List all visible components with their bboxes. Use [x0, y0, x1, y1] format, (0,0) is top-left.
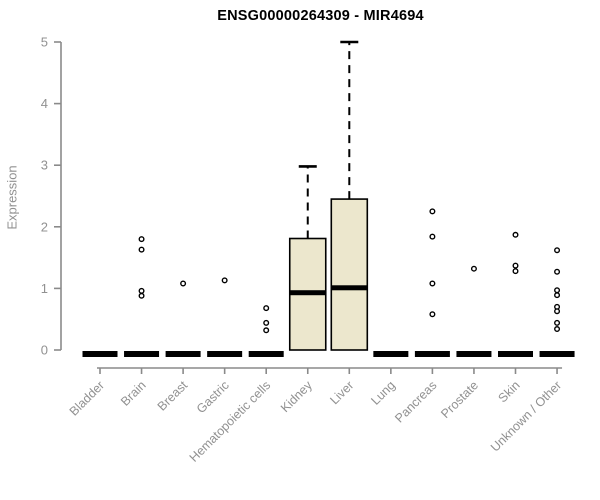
collapsed-box-brain: [124, 351, 160, 357]
outlier-point-hematopoietic-cells: [263, 305, 270, 312]
outlier-point-prostate: [470, 265, 477, 272]
x-tick-label: Prostate: [438, 378, 481, 421]
outlier-point-brain: [138, 236, 145, 243]
outlier-point-skin: [512, 231, 519, 238]
collapsed-box-gastric: [207, 351, 243, 357]
x-tick-label: Pancreas: [392, 378, 439, 425]
outlier-point-hematopoietic-cells: [263, 327, 270, 334]
collapsed-box-pancreas: [414, 351, 450, 357]
outlier-point-skin: [512, 268, 519, 275]
y-tick-label: 3: [41, 158, 48, 173]
x-tick-label: Lung: [368, 378, 398, 408]
outlier-point-pancreas: [429, 280, 436, 287]
collapsed-box-prostate: [456, 351, 492, 357]
collapsed-box-unknown-other: [539, 351, 575, 357]
y-tick-label: 4: [41, 96, 48, 111]
x-tick-label: Kidney: [278, 378, 315, 415]
outlier-point-unknown-other: [554, 319, 561, 326]
outlier-point-breast: [180, 280, 187, 287]
outlier-point-brain: [138, 287, 145, 294]
outlier-point-unknown-other: [554, 247, 561, 254]
outlier-point-brain: [138, 246, 145, 253]
outlier-point-unknown-other: [554, 292, 561, 299]
y-tick-label: 5: [41, 35, 48, 50]
outlier-point-unknown-other: [554, 308, 561, 315]
x-tick-label: Unknown / Other: [488, 378, 564, 454]
outlier-point-pancreas: [429, 208, 436, 215]
median-kidney: [289, 290, 326, 296]
collapsed-box-bladder: [82, 351, 118, 357]
y-tick-label: 2: [41, 219, 48, 234]
outlier-point-hematopoietic-cells: [263, 319, 270, 326]
chart-title: ENSG00000264309 - MIR4694: [217, 8, 424, 24]
x-tick-label: Brain: [118, 378, 149, 409]
box-liver: [330, 198, 369, 351]
median-liver: [331, 285, 368, 291]
collapsed-box-skin: [498, 351, 533, 357]
x-tick-label: Skin: [496, 378, 523, 405]
x-tick-label: Gastric: [194, 378, 232, 416]
outlier-point-brain: [138, 292, 145, 299]
outlier-point-unknown-other: [554, 287, 561, 294]
outlier-point-pancreas: [429, 311, 436, 318]
outlier-point-unknown-other: [554, 268, 561, 275]
y-tick-label: 1: [41, 281, 48, 296]
x-tick-label: Liver: [327, 378, 356, 407]
outlier-point-gastric: [221, 277, 228, 284]
collapsed-box-lung: [373, 351, 409, 357]
outlier-point-skin: [512, 262, 519, 269]
y-tick-label: 0: [41, 343, 48, 358]
x-tick-label: Breast: [155, 378, 191, 414]
x-tick-label: Bladder: [67, 378, 107, 418]
outlier-point-unknown-other: [554, 326, 561, 333]
collapsed-box-hematopoietic-cells: [248, 351, 284, 357]
x-tick-label: Hematopoietic cells: [187, 378, 274, 465]
outlier-point-pancreas: [429, 233, 436, 240]
collapsed-box-breast: [165, 351, 201, 357]
